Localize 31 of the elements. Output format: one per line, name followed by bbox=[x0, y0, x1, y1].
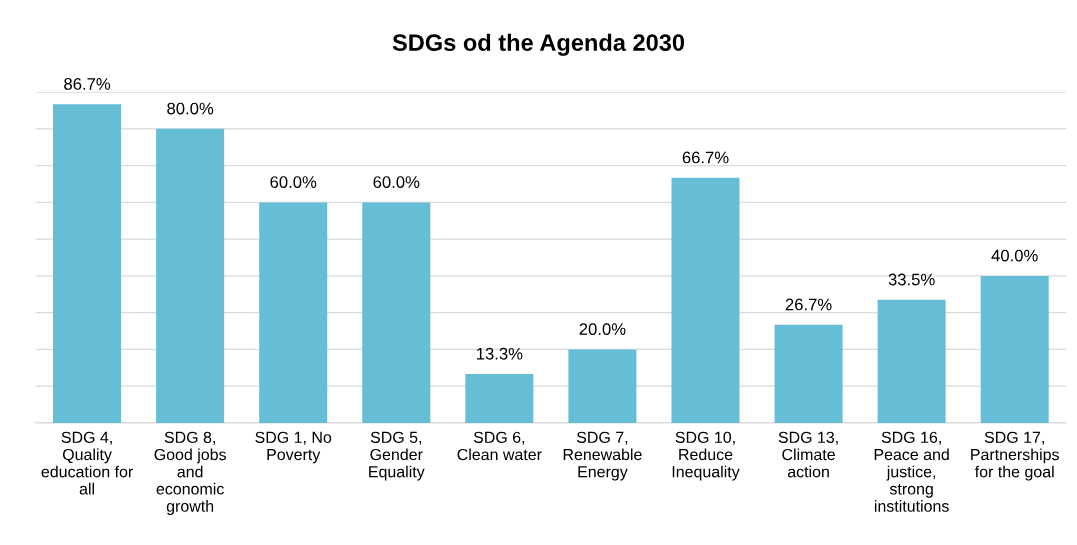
x-tick-label: SDG 4, Quality education for all bbox=[41, 431, 133, 495]
bar bbox=[774, 324, 843, 423]
bar bbox=[877, 299, 946, 423]
bar bbox=[362, 202, 431, 423]
x-tick-label: SDG 10, Reduce Inequality bbox=[672, 431, 740, 481]
data-label: 13.3% bbox=[476, 347, 523, 360]
bar bbox=[53, 104, 122, 423]
x-tick-label: SDG 8, Good jobs and economic growth bbox=[154, 431, 226, 515]
bar bbox=[671, 177, 740, 423]
x-tick-label: SDG 1, No Poverty bbox=[255, 431, 332, 464]
x-tick-label: SDG 6, Clean water bbox=[457, 431, 542, 461]
bar bbox=[980, 275, 1049, 423]
x-tick-label: SDG 16, Peace and justice, strong institutions bbox=[874, 431, 949, 512]
bar bbox=[568, 349, 637, 423]
data-label: 33.5% bbox=[888, 273, 935, 286]
x-tick-label: SDG 5, Gender Equality bbox=[369, 431, 425, 481]
data-label: 20.0% bbox=[579, 323, 626, 335]
data-label: 66.7% bbox=[682, 151, 729, 164]
x-tick-label: SDG 13, Climate action bbox=[778, 431, 838, 478]
data-label: 60.0% bbox=[270, 176, 317, 188]
chart-title: SDGs od the Agenda 2030 bbox=[392, 33, 685, 56]
x-tick-label: SDG 7, Renewable Energy bbox=[563, 431, 642, 481]
x-tick-label: SDG 17, Partnerships for the goal bbox=[971, 431, 1059, 481]
data-label: 40.0% bbox=[991, 249, 1038, 262]
data-label: 86.7% bbox=[64, 78, 111, 90]
bar bbox=[259, 202, 328, 423]
data-label: 60.0% bbox=[373, 176, 420, 188]
data-label: 26.7% bbox=[785, 298, 832, 311]
bar bbox=[465, 374, 534, 423]
bar bbox=[156, 128, 225, 423]
data-label: 80.0% bbox=[167, 102, 214, 115]
